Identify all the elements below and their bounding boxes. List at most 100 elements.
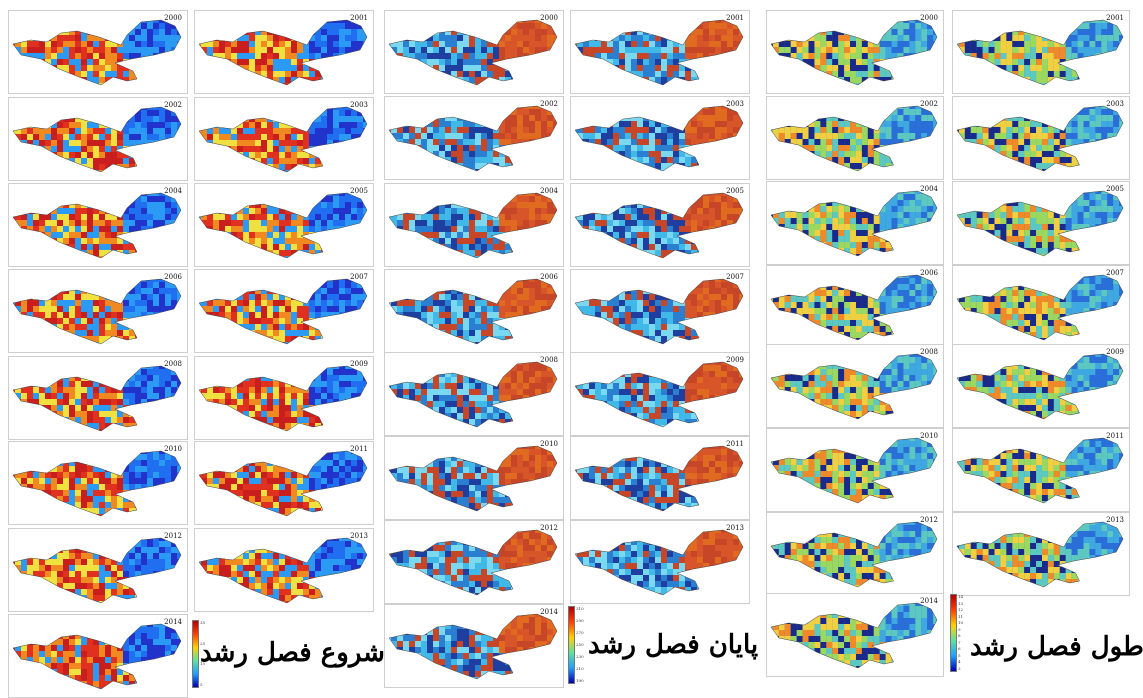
- colorbar-tick-label: 250: [576, 642, 584, 647]
- raster-map: [195, 529, 373, 611]
- map-panel: 2006: [8, 269, 188, 353]
- year-label: 2007: [350, 273, 368, 281]
- map-panel: 2001: [952, 10, 1130, 94]
- map-panel: 2003: [194, 97, 374, 181]
- map-panel: 2004: [384, 183, 564, 267]
- colorbar-tick-label: 5: [958, 653, 961, 658]
- colorbar: [192, 620, 199, 688]
- year-label: 2001: [350, 14, 368, 22]
- year-label: 2009: [726, 356, 744, 364]
- year-label: 2004: [164, 187, 182, 195]
- map-panel: 2010: [384, 436, 564, 520]
- year-label: 2003: [350, 101, 368, 109]
- year-label: 2010: [920, 432, 938, 440]
- raster-map: [953, 266, 1129, 348]
- map-panel: 2010: [8, 441, 188, 525]
- raster-map: [195, 270, 373, 352]
- colorbar-tick-label: 5: [200, 682, 203, 687]
- map-panel: 2013: [570, 520, 750, 604]
- raster-map: [9, 529, 187, 611]
- year-label: 2001: [1106, 14, 1124, 22]
- map-panel: 2002: [384, 96, 564, 180]
- year-label: 2008: [920, 348, 938, 356]
- colorbar: [568, 606, 575, 684]
- year-label: 2012: [540, 524, 558, 532]
- colorbar-tick-label: 10: [958, 620, 963, 625]
- colorbar: [950, 594, 957, 672]
- colorbar-tick-label: 13: [958, 601, 963, 606]
- colorbar-tick-label: 4: [958, 659, 961, 664]
- map-panel: 2005: [952, 181, 1130, 265]
- map-panel: 2000: [766, 10, 944, 94]
- map-panel: 2001: [570, 10, 750, 94]
- map-panel: 2004: [766, 181, 944, 265]
- raster-map: [571, 11, 749, 93]
- year-label: 2002: [920, 100, 938, 108]
- raster-map: [953, 97, 1129, 179]
- raster-map: [195, 184, 373, 266]
- colorbar-tick-label: 9: [958, 627, 961, 632]
- raster-map: [571, 97, 749, 179]
- raster-map: [571, 353, 749, 435]
- raster-map: [9, 11, 187, 93]
- colorbar-tick-label: 210: [576, 666, 584, 671]
- year-label: 2010: [540, 440, 558, 448]
- map-panel: 2014: [384, 604, 564, 688]
- year-label: 2014: [920, 597, 938, 605]
- year-label: 2011: [726, 440, 744, 448]
- raster-map: [385, 605, 563, 687]
- raster-map: [385, 353, 563, 435]
- colorbar-tick-label: 190: [576, 678, 584, 683]
- map-panel: 2013: [952, 512, 1130, 596]
- raster-map: [953, 182, 1129, 264]
- map-panel: 2012: [8, 528, 188, 612]
- map-panel: 2006: [766, 265, 944, 349]
- raster-map: [195, 442, 373, 524]
- map-panel: 2007: [194, 269, 374, 353]
- raster-map: [385, 437, 563, 519]
- map-panel: 2006: [384, 269, 564, 353]
- year-label: 2005: [726, 187, 744, 195]
- raster-map: [195, 98, 373, 180]
- year-label: 2013: [350, 532, 368, 540]
- map-panel: 2014: [8, 614, 188, 698]
- year-label: 2009: [1106, 348, 1124, 356]
- map-panel: 2007: [570, 269, 750, 353]
- map-panel: 2005: [194, 183, 374, 267]
- map-panel: 2004: [8, 183, 188, 267]
- map-panel: 2002: [766, 96, 944, 180]
- map-panel: 2008: [766, 344, 944, 428]
- year-label: 2000: [164, 14, 182, 22]
- raster-map: [767, 11, 943, 93]
- year-label: 2004: [540, 187, 558, 195]
- colorbar-tick-label: 14: [958, 594, 963, 599]
- year-label: 2003: [1106, 100, 1124, 108]
- colorbar-tick-label: 7: [958, 640, 961, 645]
- colorbar-tick-label: 11: [958, 614, 963, 619]
- colorbar-tick-label: 230: [576, 654, 584, 659]
- caption-length-of-season: طول فصل رشد: [970, 632, 1143, 662]
- colorbar-tick-label: 310: [576, 606, 584, 611]
- raster-map: [9, 615, 187, 697]
- raster-map: [385, 270, 563, 352]
- year-label: 2007: [726, 273, 744, 281]
- colorbar-tick-label: 12: [958, 607, 963, 612]
- raster-map: [9, 442, 187, 524]
- year-label: 2006: [920, 269, 938, 277]
- colorbar-tick-label: 290: [576, 618, 584, 623]
- year-label: 2008: [164, 360, 182, 368]
- caption-start-of-season: شروع فصل رشد: [200, 638, 385, 668]
- raster-map: [767, 182, 943, 264]
- raster-map: [767, 345, 943, 427]
- year-label: 2014: [540, 608, 558, 616]
- map-panel: 2014: [766, 593, 944, 677]
- raster-map: [571, 437, 749, 519]
- year-label: 2003: [726, 100, 744, 108]
- raster-map: [195, 357, 373, 439]
- year-label: 2009: [350, 360, 368, 368]
- raster-map: [385, 184, 563, 266]
- year-label: 2000: [920, 14, 938, 22]
- raster-map: [385, 97, 563, 179]
- raster-map: [9, 98, 187, 180]
- year-label: 2006: [164, 273, 182, 281]
